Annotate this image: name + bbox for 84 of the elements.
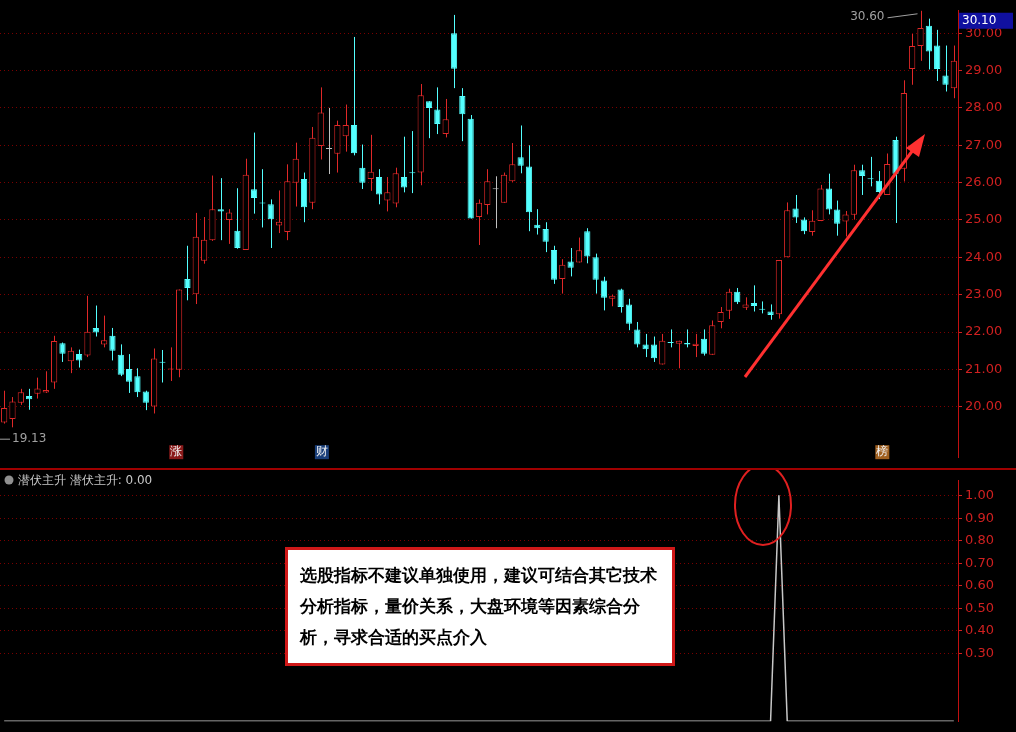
candlestick — [184, 245, 191, 301]
y-tick-label: 21.00 — [965, 360, 1003, 376]
y-tick-label: 0.70 — [965, 554, 994, 570]
candlestick — [542, 221, 549, 253]
annotation: 选股指标不建议单独使用，建议可结合其它技术分析指标，量价关系，大盘环境等因素综合分析，寻求合适的买点介入 — [285, 547, 675, 666]
candlestick — [109, 327, 116, 361]
candlestick — [834, 200, 841, 237]
y-tick-label: 30.00 — [965, 24, 1003, 40]
candlestick — [200, 216, 208, 265]
y-tick-label: 0.90 — [965, 509, 994, 525]
candlestick — [134, 367, 141, 398]
candlestick — [942, 45, 949, 92]
text: 30.10 — [962, 12, 997, 27]
y-tick-label: 20.00 — [965, 398, 1003, 414]
candlestick — [600, 276, 608, 311]
candlestick — [559, 258, 566, 295]
candlestick — [459, 87, 466, 142]
y-tick-label: 1.00 — [965, 487, 994, 503]
candlestick — [909, 33, 916, 86]
candlestick — [267, 198, 274, 249]
candlestick — [359, 144, 366, 190]
candlestick — [367, 134, 374, 192]
y-tick-label: 0.30 — [965, 644, 994, 660]
candlestick — [700, 328, 708, 357]
y-tick-label: 26.00 — [965, 174, 1003, 190]
chart-title: 潜伏主升 — [17, 473, 66, 487]
candlestick — [292, 142, 299, 208]
annotation: 榜 — [876, 444, 889, 459]
candlestick — [659, 333, 666, 366]
candlestick — [34, 377, 41, 400]
y-tick-label: 22.00 — [965, 323, 1003, 339]
candlestick — [342, 104, 349, 153]
y-tick-label: 0.80 — [965, 532, 994, 548]
y-tick-label: 0.50 — [965, 599, 994, 615]
candlestick — [575, 237, 583, 264]
candlestick — [126, 353, 133, 394]
candlestick — [434, 86, 441, 135]
candlestick — [825, 173, 832, 215]
y-tick-label: 23.00 — [965, 286, 1003, 302]
y-tick-label: 24.00 — [965, 248, 1003, 264]
candlestick — [84, 295, 91, 358]
candlestick — [325, 107, 333, 175]
candlestick — [250, 132, 258, 215]
candlestick — [859, 164, 866, 196]
candlestick — [117, 343, 124, 377]
y-tick-label: 25.00 — [965, 211, 1003, 227]
candlestick — [375, 168, 383, 205]
candlestick — [917, 10, 924, 62]
candlestick — [725, 288, 733, 320]
candlestick — [650, 336, 658, 363]
candlestick — [567, 247, 574, 277]
candlestick — [384, 176, 391, 212]
candlestick — [484, 168, 491, 215]
candlestick — [275, 189, 283, 234]
candlestick — [425, 100, 433, 139]
chart-subtitle: 潜伏主升: 0.00 — [69, 473, 153, 487]
candlestick — [509, 142, 516, 183]
candlestick — [475, 198, 483, 246]
candlestick — [642, 333, 649, 358]
candlestick — [792, 194, 799, 224]
annotation: 涨 — [170, 444, 183, 459]
y-tick-label: 28.00 — [965, 99, 1003, 115]
candlestick — [625, 298, 633, 331]
candlestick — [842, 210, 849, 237]
candlestick — [875, 170, 882, 200]
candlestick — [925, 18, 932, 70]
annotation: 19.13 — [12, 431, 47, 446]
candlestick — [675, 340, 683, 369]
y-tick-label: 27.00 — [965, 136, 1003, 152]
candlestick — [809, 209, 816, 237]
candlestick — [517, 124, 524, 174]
y-tick-label: 0.60 — [965, 577, 994, 593]
annotation: 财 — [315, 444, 328, 459]
candlestick — [750, 284, 758, 313]
candlestick — [9, 396, 16, 428]
candlestick — [584, 227, 591, 264]
annotation: 30.60 — [850, 8, 885, 23]
y-tick-label: 29.00 — [965, 61, 1003, 77]
candlestick — [592, 253, 599, 295]
candlestick — [442, 98, 449, 138]
candlestick — [934, 29, 941, 82]
y-tick-label: 0.40 — [965, 622, 994, 638]
candlestick — [634, 321, 641, 348]
candlestick — [234, 187, 241, 250]
